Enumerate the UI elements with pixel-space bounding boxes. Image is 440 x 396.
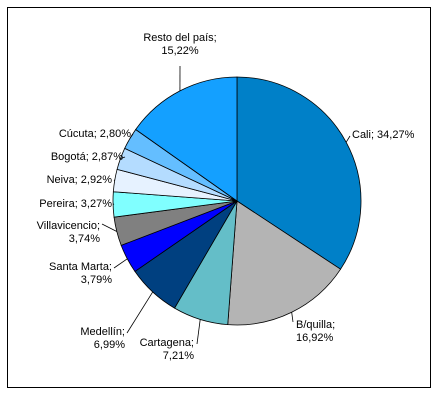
data-label-villavicencio: Villavicencio; 3,74% — [37, 220, 101, 245]
pie-slice-resto-del-pa-s — [135, 76, 238, 202]
data-label-medell-n: Medellín; 6,99% — [80, 326, 125, 351]
data-label-resto-del-pa-s: Resto del país; 15,22% — [143, 32, 216, 57]
leader-line — [101, 223, 117, 232]
data-label-santa-marta: Santa Marta; 3,79% — [49, 261, 112, 286]
pie-slice-b-quilla — [227, 200, 342, 326]
leader-line — [126, 291, 154, 334]
data-label-bogot-: Bogotá; 2,87% — [51, 151, 123, 163]
data-label-b-quilla: B/quilla; 16,92% — [296, 319, 335, 344]
leader-line — [196, 319, 201, 345]
leader-line — [113, 258, 128, 269]
data-label-c-cuta: Cúcuta; 2,80% — [59, 128, 131, 140]
leader-line — [345, 135, 351, 143]
data-label-cali: Cali; 34,27% — [352, 129, 415, 141]
leader-line — [120, 156, 126, 160]
leader-line — [129, 133, 134, 139]
data-label-cartagena: Cartagena; 7,21% — [140, 337, 195, 362]
data-label-pereira: Pereira; 3,27% — [39, 198, 112, 210]
leader-line — [291, 312, 294, 323]
data-label-neiva: Neiva; 2,92% — [47, 174, 113, 186]
